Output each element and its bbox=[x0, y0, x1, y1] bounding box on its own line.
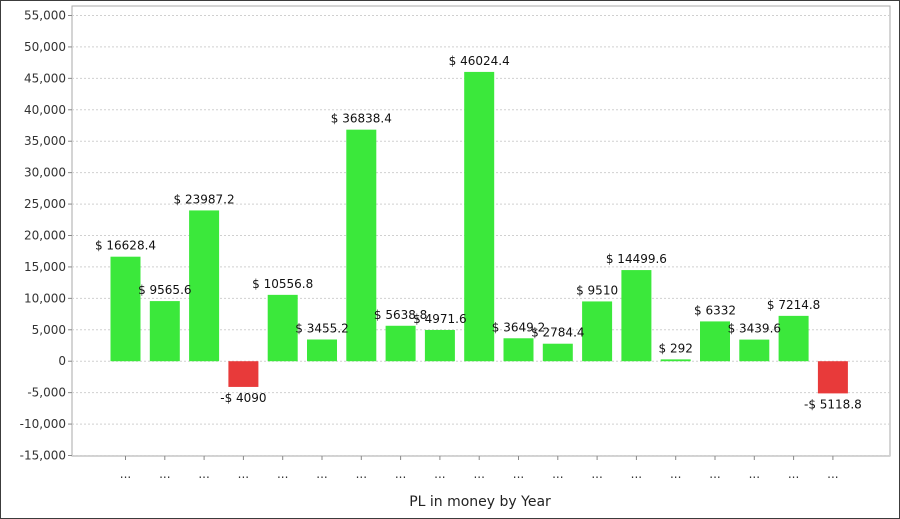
bar bbox=[503, 338, 534, 362]
y-tick-label: -5,000 bbox=[27, 386, 66, 400]
bar bbox=[700, 321, 730, 362]
y-tick-label: 10,000 bbox=[24, 291, 66, 305]
data-label: -$ 5118.8 bbox=[804, 397, 862, 411]
y-tick-label: 50,000 bbox=[24, 40, 66, 54]
data-label: $ 3439.6 bbox=[728, 322, 781, 336]
bar bbox=[307, 339, 337, 362]
data-label: $ 2784.4 bbox=[531, 326, 584, 340]
x-tick-label: ... bbox=[238, 467, 249, 481]
data-label: $ 4971.6 bbox=[413, 312, 466, 326]
bar bbox=[149, 301, 180, 362]
bar bbox=[582, 301, 613, 362]
x-tick-label: ... bbox=[473, 467, 484, 481]
x-tick-label: ... bbox=[788, 467, 799, 481]
bar bbox=[228, 361, 259, 387]
x-tick-label: ... bbox=[591, 467, 602, 481]
y-tick-label: 40,000 bbox=[24, 103, 66, 117]
y-tick-label: -10,000 bbox=[20, 417, 66, 431]
x-tick-label: ... bbox=[120, 467, 131, 481]
data-label: $ 3455.2 bbox=[295, 321, 348, 335]
bar bbox=[817, 361, 848, 394]
x-tick-label: ... bbox=[749, 467, 760, 481]
bar bbox=[660, 359, 691, 362]
x-tick-label: ... bbox=[316, 467, 327, 481]
x-tick-label: ... bbox=[513, 467, 524, 481]
data-label: $ 14499.6 bbox=[606, 252, 667, 266]
x-tick-label: ... bbox=[159, 467, 170, 481]
y-axis-ticks: -15,000 -10,000 -5,000 0 5,000 10,000 15,000 20… bbox=[20, 9, 72, 463]
y-tick-label: 20,000 bbox=[24, 229, 66, 243]
x-axis-ticks: ........................................… bbox=[120, 456, 839, 481]
y-tick-label: 15,000 bbox=[24, 260, 66, 274]
data-label: $ 292 bbox=[659, 341, 693, 355]
x-tick-label: ... bbox=[277, 467, 288, 481]
data-label: $ 7214.8 bbox=[767, 298, 820, 312]
y-tick-label: 30,000 bbox=[24, 166, 66, 180]
bar bbox=[346, 129, 377, 362]
x-tick-label: ... bbox=[552, 467, 563, 481]
y-tick-label: 0 bbox=[58, 354, 66, 368]
data-label: $ 9510 bbox=[576, 283, 618, 297]
bar bbox=[464, 71, 495, 362]
x-axis-title: PL in money by Year bbox=[409, 494, 551, 510]
data-label: -$ 4090 bbox=[220, 391, 266, 405]
data-label: $ 46024.4 bbox=[449, 54, 510, 68]
x-tick-label: ... bbox=[827, 467, 838, 481]
data-labels: $ 16628.4 $ 9565.6 $ 23987.2 -$ 4090 $ 10556… bbox=[95, 54, 862, 411]
bar bbox=[542, 343, 573, 362]
y-tick-label: 55,000 bbox=[24, 9, 66, 23]
data-label: $ 23987.2 bbox=[174, 192, 235, 206]
y-tick-label: 25,000 bbox=[24, 197, 66, 211]
x-tick-label: ... bbox=[434, 467, 445, 481]
bar bbox=[739, 339, 770, 362]
y-tick-label: -15,000 bbox=[20, 449, 66, 463]
bars bbox=[110, 71, 848, 394]
bar bbox=[189, 210, 220, 362]
x-tick-label: ... bbox=[395, 467, 406, 481]
y-tick-label: 45,000 bbox=[24, 71, 66, 85]
x-tick-label: ... bbox=[198, 467, 209, 481]
x-tick-label: ... bbox=[631, 467, 642, 481]
data-label: $ 6332 bbox=[694, 303, 736, 317]
x-tick-label: ... bbox=[670, 467, 681, 481]
x-tick-label: ... bbox=[356, 467, 367, 481]
data-label: $ 5638.8 bbox=[374, 308, 427, 322]
bar bbox=[110, 256, 141, 362]
data-label: $ 9565.6 bbox=[138, 283, 191, 297]
x-tick-label: ... bbox=[709, 467, 720, 481]
bar bbox=[778, 315, 809, 362]
y-tick-label: 35,000 bbox=[24, 134, 66, 148]
data-label: $ 3649.2 bbox=[492, 320, 545, 334]
bar bbox=[621, 270, 652, 362]
bar bbox=[267, 294, 298, 362]
data-label: $ 16628.4 bbox=[95, 239, 156, 253]
bar bbox=[424, 329, 455, 362]
y-tick-label: 5,000 bbox=[32, 323, 66, 337]
bar bbox=[385, 325, 416, 362]
data-label: $ 36838.4 bbox=[331, 112, 392, 126]
data-label: $ 10556.8 bbox=[252, 277, 313, 291]
